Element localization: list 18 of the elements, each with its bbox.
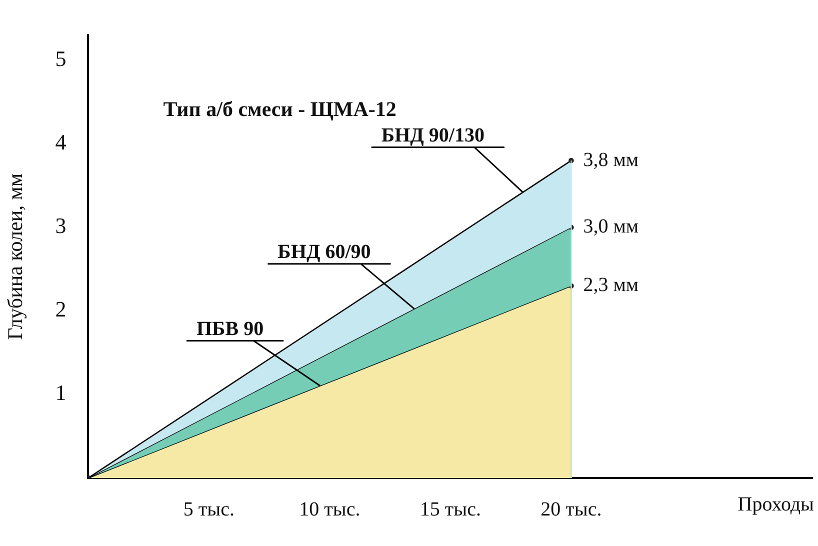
y-tick-label: 3 (55, 213, 66, 238)
x-axis-title: Проходы (738, 493, 814, 516)
y-tick-label: 4 (55, 130, 66, 155)
y-tick-label: 5 (55, 46, 66, 72)
data-label: 3,0 мм (583, 216, 639, 238)
x-tick-label: 20 тыс. (540, 498, 602, 520)
data-label: 2,3 мм (583, 274, 639, 296)
x-tick-label: 10 тыс. (299, 498, 360, 520)
x-tick-label: 5 тыс. (183, 498, 234, 520)
annotation: БНД 90/130 (381, 124, 484, 146)
y-tick-label: 2 (55, 296, 66, 322)
y-tick-label: 1 (55, 380, 66, 406)
x-tick-label: 15 тыс. (420, 498, 481, 520)
y-axis-title: Глубина колеи, мм (3, 173, 28, 340)
text: Тип а/б смеси - ЩМА-12 (163, 96, 396, 121)
annotation: БНД 60/90 (278, 240, 371, 263)
data-label: 3,8 мм (583, 148, 639, 171)
annotation: ПБВ 90 (196, 318, 264, 340)
